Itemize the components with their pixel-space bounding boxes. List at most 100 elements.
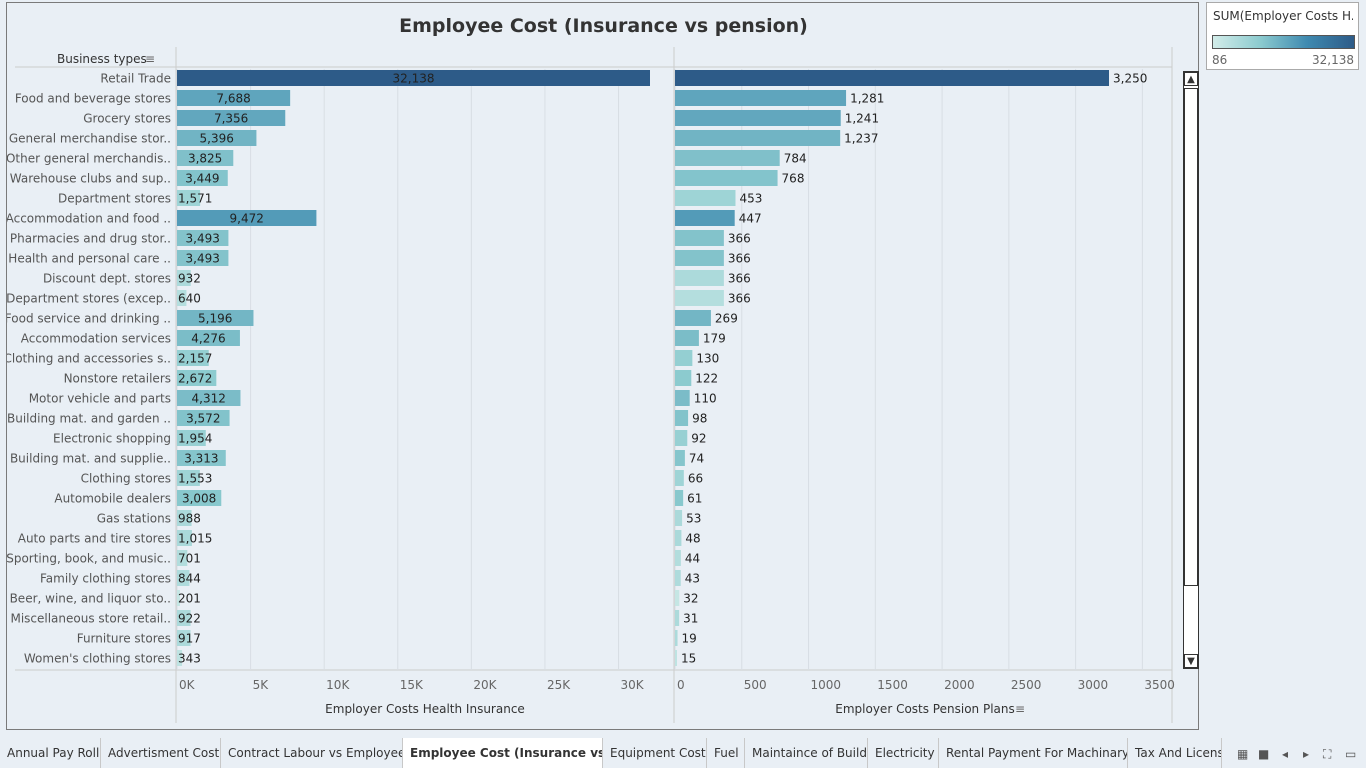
tab-contract-labour[interactable]: Contract Labour vs Employee	[221, 738, 403, 768]
dashboard: Employee Cost (Insurance vs pension) Bus…	[6, 2, 1199, 730]
bar	[177, 150, 234, 166]
grid-view-icon[interactable]: ▦	[1237, 747, 1249, 761]
data-label: 122	[695, 372, 718, 386]
category-label: Women's clothing stores	[24, 652, 171, 666]
scroll-up-icon[interactable]: ▲	[1184, 72, 1198, 86]
category-label: Nonstore retailers	[64, 372, 171, 386]
bar	[177, 130, 257, 146]
x-tick-label: 20K	[473, 678, 497, 692]
data-label: 1,241	[845, 112, 879, 126]
bar	[675, 330, 699, 346]
category-label: Other general merchandis..	[7, 152, 171, 166]
data-label: 1,281	[850, 92, 884, 106]
bar	[675, 510, 683, 526]
x-tick-label: 30K	[621, 678, 645, 692]
tab-maintaince-of-build[interactable]: Maintaince of Build	[745, 738, 868, 768]
category-label: Clothing stores	[81, 472, 171, 486]
bar	[675, 310, 711, 326]
legend-gradient	[1212, 35, 1355, 49]
bar	[177, 310, 254, 326]
bar	[675, 130, 841, 146]
data-label: 1,015	[178, 532, 212, 546]
category-label: Grocery stores	[83, 112, 171, 126]
data-label: 98	[692, 412, 707, 426]
data-label: 3,825	[188, 152, 222, 166]
x-tick-label: 1500	[877, 678, 908, 692]
bar	[177, 550, 188, 566]
tab-employee-cost[interactable]: Employee Cost (Insurance vs p...	[403, 738, 603, 768]
category-label: General merchandise stor..	[9, 132, 171, 146]
data-label: 7,356	[214, 112, 248, 126]
fullscreen-icon[interactable]: ⛶	[1323, 747, 1332, 761]
data-label: 453	[739, 192, 762, 206]
data-label: 447	[739, 212, 762, 226]
bar	[675, 150, 780, 166]
bar	[675, 210, 735, 226]
bar	[675, 410, 689, 426]
data-label: 844	[178, 572, 201, 586]
data-label: 3,008	[182, 492, 216, 506]
tab-fuel[interactable]: Fuel	[707, 738, 745, 768]
category-label: Motor vehicle and parts	[29, 392, 171, 406]
tab-rental-payment[interactable]: Rental Payment For Machinary	[939, 738, 1128, 768]
scroll-thumb[interactable]	[1184, 88, 1198, 586]
scroll-down-icon[interactable]: ▼	[1184, 654, 1198, 668]
data-label: 1,954	[178, 432, 212, 446]
bar	[177, 190, 201, 206]
data-label: 48	[685, 532, 700, 546]
present-icon[interactable]: ▭	[1345, 747, 1357, 761]
tab-electricity[interactable]: Electricity	[868, 738, 939, 768]
filmstrip-icon[interactable]: ■	[1258, 747, 1270, 761]
category-label: Discount dept. stores	[43, 272, 171, 286]
chart-title: Employee Cost (Insurance vs pension)	[399, 15, 808, 37]
data-label: 5,196	[198, 312, 232, 326]
category-header: Business types	[57, 52, 147, 66]
data-label: 9,472	[230, 212, 264, 226]
data-label: 988	[178, 512, 201, 526]
data-label: 269	[715, 312, 738, 326]
category-label: Food service and drinking ..	[7, 312, 171, 326]
tab-annual-pay-roll[interactable]: Annual Pay Roll	[0, 738, 101, 768]
bar	[675, 370, 692, 386]
category-label: Department stores	[58, 192, 171, 206]
category-label: Gas stations	[97, 512, 171, 526]
bar	[177, 390, 241, 406]
next-sheet-icon[interactable]: ▸	[1303, 747, 1310, 761]
category-label: Food and beverage stores	[15, 92, 171, 106]
bar	[675, 250, 724, 266]
data-label: 366	[728, 232, 751, 246]
data-label: 43	[685, 572, 700, 586]
bar	[177, 330, 240, 346]
category-label: Clothing and accessories s..	[7, 352, 171, 366]
legend-title: SUM(Employer Costs H...	[1213, 9, 1353, 23]
tab-tax-and-license[interactable]: Tax And License	[1128, 738, 1222, 768]
x-axis-label: Employer Costs Health Insurance	[325, 702, 525, 716]
sheet-tabs: Annual Pay Roll Advertisment Cost Contra…	[0, 738, 1366, 768]
tab-equipment-cost[interactable]: Equipment Cost	[603, 738, 707, 768]
bar	[675, 550, 681, 566]
bar	[675, 110, 841, 126]
bar	[675, 190, 736, 206]
data-label: 32	[683, 592, 698, 606]
bar	[177, 450, 226, 466]
data-label: 366	[728, 292, 751, 306]
data-label: 7,688	[216, 92, 250, 106]
tab-advertisment-cost[interactable]: Advertisment Cost	[101, 738, 221, 768]
bar	[675, 450, 685, 466]
category-label: Furniture stores	[77, 632, 171, 646]
legend-min: 86	[1212, 53, 1228, 67]
vertical-scrollbar[interactable]: ▲ ▼	[1183, 71, 1199, 669]
bar	[675, 490, 684, 506]
bar	[675, 290, 724, 306]
bar	[177, 210, 317, 226]
data-label: 53	[686, 512, 701, 526]
prev-sheet-icon[interactable]: ◂	[1282, 747, 1289, 761]
bar	[177, 370, 217, 386]
bar	[675, 610, 680, 626]
bar	[177, 490, 222, 506]
bar	[675, 630, 678, 646]
category-label: Pharmacies and drug stor..	[10, 232, 171, 246]
bar	[675, 470, 684, 486]
bar	[177, 510, 192, 526]
category-label: Building mat. and supplie..	[10, 452, 171, 466]
